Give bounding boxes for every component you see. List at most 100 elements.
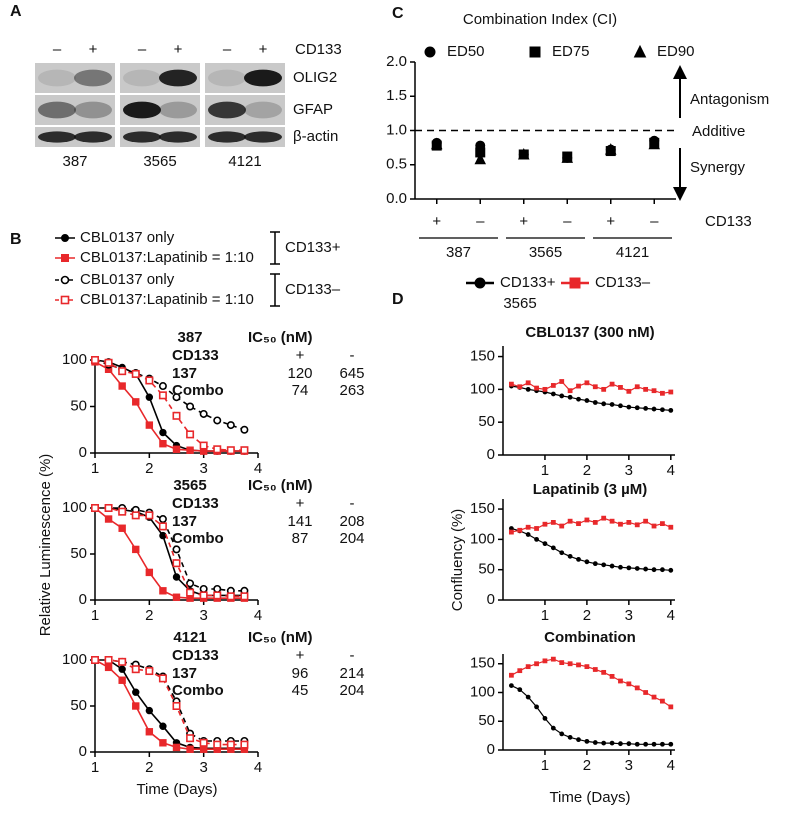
data-point [651,388,657,394]
data-point [159,739,167,747]
table-header: IC₅₀ (nM) [248,477,312,494]
series-line [95,659,245,746]
data-point [104,515,113,523]
data-point [634,384,640,390]
y-tick-label: 0.0 [386,190,407,207]
data-point [145,568,154,577]
data-point [240,446,249,455]
data-point [584,664,590,670]
data-point [668,741,674,747]
data-point [559,523,565,529]
data-point [561,151,574,163]
data-point [626,681,632,687]
data-point [542,386,548,392]
data-point [145,667,154,676]
panel-letter: C [392,5,404,22]
chart-title: 387 [177,329,202,346]
data-point [651,567,657,573]
data-point [213,584,222,593]
table-cell: 137 [172,665,197,682]
series-line [94,659,245,750]
data-point [534,704,539,710]
y-tick-label: 100 [470,530,495,547]
data-point [240,740,249,749]
data-point [592,400,598,405]
x-tick-label: 3 [625,757,633,774]
data-point [145,376,154,385]
group-label: 4121 [616,244,649,261]
data-point [186,446,194,454]
y-tick-label: 100 [62,651,87,668]
table-cell: 137 [172,513,197,530]
data-point [660,390,665,396]
table-cell: Combo [172,682,224,699]
data-point [91,503,100,512]
data-point [559,550,565,556]
blot-band [123,131,161,143]
blot-band [38,69,76,87]
legend-label: CD133+ [500,274,556,291]
series-line [94,507,245,599]
data-point [601,386,607,392]
data-point [651,741,657,747]
table-cell: 204 [339,682,364,699]
data-point [525,524,531,530]
data-point [118,382,126,390]
data-point [158,522,167,531]
data-point [132,545,140,554]
data-point [626,404,632,410]
x-tick-label: – [563,213,572,230]
y-tick-label: 0.5 [386,156,407,173]
y-tick-label: 1.5 [386,87,407,104]
blot-band [244,131,282,143]
series-line [511,527,671,571]
data-point [172,573,181,581]
chart-title: Combination Index (CI) [463,11,617,28]
legend-group: CD133+ [285,239,341,256]
data-point [534,661,539,667]
table-header: IC₅₀ (nM) [248,329,312,346]
data-point [660,741,665,747]
data-point [618,564,623,570]
data-point [158,674,167,683]
legend-label: CBL0137 only [80,271,175,288]
data-point [104,663,113,672]
data-point [172,545,181,554]
x-axis-label: Time (Days) [549,789,630,806]
data-point [643,406,649,411]
y-tick-label: 1.0 [386,121,407,138]
lane-label: – [223,41,232,58]
lane-label: – [53,41,62,58]
x-tick-label: + [519,213,528,230]
x-tick-label: 3 [199,759,207,776]
y-tick-label: 150 [470,655,495,672]
blot-band [208,69,246,87]
legend-symbol [60,275,70,285]
data-point [643,690,649,695]
panel-letter: B [10,231,22,248]
lane-label: + [259,41,268,58]
x-tick-label: 4 [254,607,262,624]
data-point [618,678,623,684]
data-point [186,579,195,588]
data-point [618,403,623,409]
x-tick-label: + [606,213,615,230]
x-tick-label: 3 [199,460,207,477]
y-tick-label: 0 [79,743,87,760]
legend-label: ED75 [552,43,590,60]
y-tick-label: 150 [470,500,495,517]
data-point [145,728,154,736]
chart-title: CBL0137 (300 nM) [525,324,654,341]
legend-label: ED50 [447,43,485,60]
data-point [550,520,556,525]
data-point [584,517,590,523]
x-tick-label: 1 [541,607,549,624]
data-point [131,511,140,520]
data-point [132,398,140,406]
x-tick-label: 1 [91,607,99,624]
data-point [634,405,640,411]
y-tick-label: 0 [487,591,495,608]
data-point [91,655,100,664]
data-point [186,745,194,753]
